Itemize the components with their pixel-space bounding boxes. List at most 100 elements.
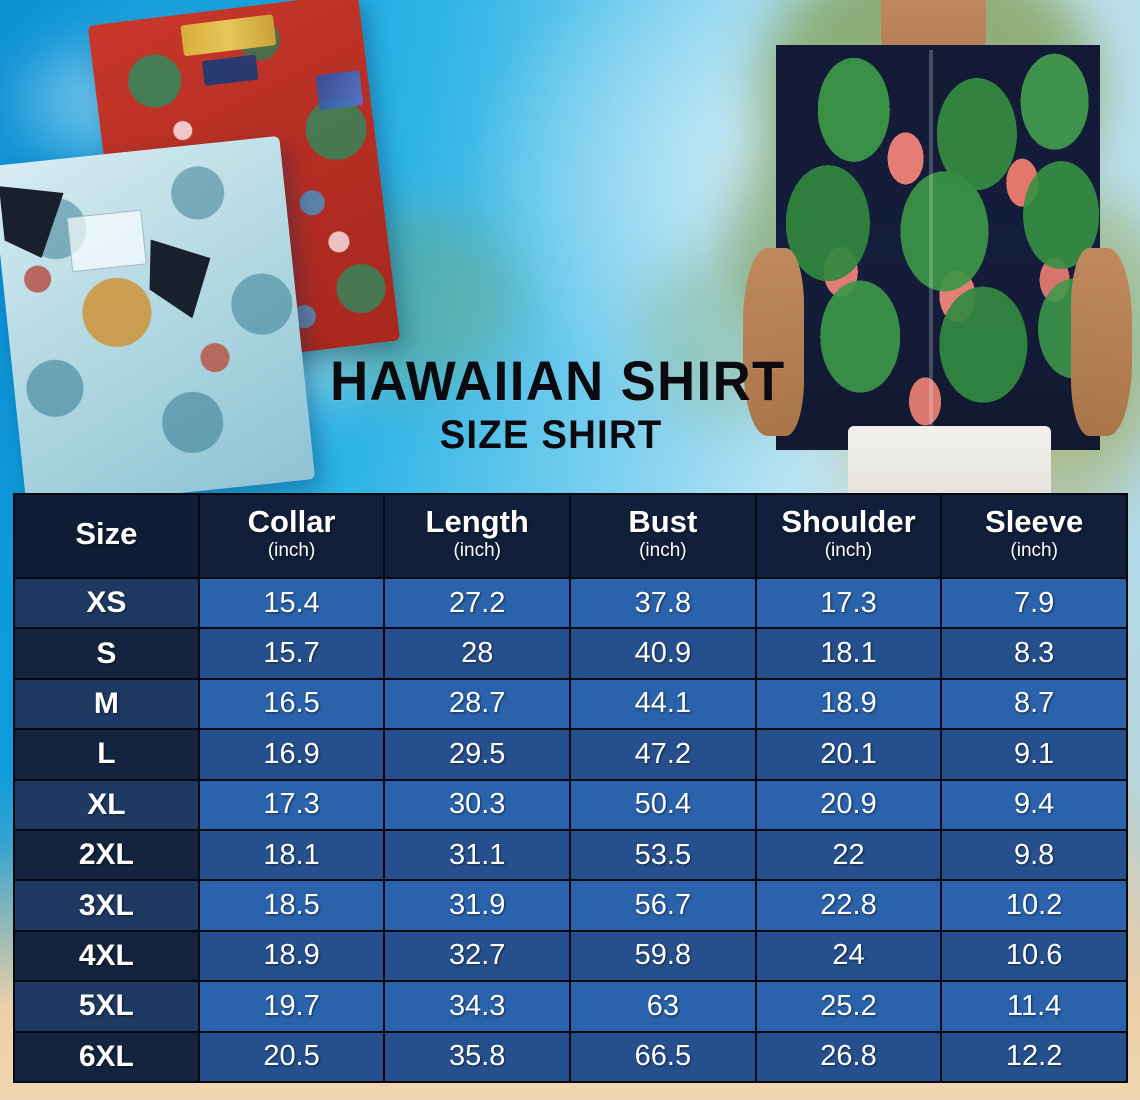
- cell-size: 5XL: [13, 980, 200, 1033]
- size-chart-table-wrapper: Size Collar (inch) Length (inch) Bust (i…: [13, 493, 1128, 1084]
- page-title: HAWAIIAN SHIRT: [330, 349, 786, 412]
- cell-bust: 40.9: [569, 627, 757, 680]
- cell-length: 30.3: [383, 778, 572, 831]
- cell-bust: 56.7: [569, 879, 757, 932]
- cell-size: 2XL: [13, 828, 200, 882]
- model-hawaiian-shirt: [775, 44, 1100, 451]
- blue-hawaiian-shirt-image: [0, 135, 316, 510]
- column-header-sleeve: Sleeve (inch): [940, 493, 1128, 579]
- cell-shoulder: 20.1: [754, 728, 943, 781]
- column-header-collar-unit: (inch): [267, 539, 316, 561]
- table-row: S 15.7 28 40.9 18.1 8.3: [13, 627, 1128, 680]
- model-left-arm: [743, 247, 804, 436]
- cell-bust: 63: [569, 980, 757, 1033]
- cell-length: 28.7: [383, 677, 572, 731]
- column-header-bust: Bust (inch): [569, 493, 757, 579]
- cell-size: L: [13, 728, 200, 781]
- cell-bust: 47.2: [569, 728, 757, 781]
- cell-size: 3XL: [13, 879, 200, 932]
- cell-collar: 16.5: [197, 677, 386, 731]
- cell-shoulder: 20.9: [754, 778, 943, 831]
- column-header-shoulder-label: Shoulder: [781, 504, 916, 540]
- cell-bust: 50.4: [569, 778, 757, 831]
- column-header-length: Length (inch): [383, 493, 572, 579]
- cell-length: 35.8: [383, 1030, 572, 1084]
- cell-length: 31.9: [383, 879, 572, 932]
- table-row: 6XL 20.5 35.8 66.5 26.8 12.2: [13, 1030, 1128, 1084]
- cell-sleeve: 9.4: [940, 778, 1128, 831]
- cell-collar: 15.4: [197, 576, 386, 630]
- cell-sleeve: 9.8: [940, 828, 1128, 882]
- cell-collar: 15.7: [197, 627, 386, 680]
- cell-length: 34.3: [383, 980, 572, 1033]
- table-header-row: Size Collar (inch) Length (inch) Bust (i…: [13, 493, 1128, 579]
- column-header-shoulder: Shoulder (inch): [754, 493, 943, 579]
- cell-sleeve: 8.7: [940, 677, 1128, 731]
- table-row: 4XL 18.9 32.7 59.8 24 10.6: [13, 929, 1128, 983]
- cell-length: 32.7: [383, 929, 572, 983]
- column-header-bust-unit: (inch): [639, 539, 687, 561]
- cell-collar: 18.9: [197, 929, 386, 983]
- shirt-sleeve-logo: [315, 70, 364, 111]
- cell-length: 28: [383, 627, 572, 680]
- table-row: 5XL 19.7 34.3 63 25.2 11.4: [13, 980, 1128, 1033]
- shirt-collar-band: [180, 13, 277, 57]
- cell-sleeve: 11.4: [940, 980, 1128, 1033]
- cell-sleeve: 9.1: [940, 728, 1128, 781]
- cell-collar: 18.1: [197, 828, 386, 882]
- cell-collar: 19.7: [197, 980, 386, 1033]
- cell-length: 27.2: [383, 576, 572, 630]
- table-row: L 16.9 29.5 47.2 20.1 9.1: [13, 728, 1128, 781]
- cell-sleeve: 12.2: [940, 1030, 1128, 1084]
- column-header-sleeve-unit: (inch): [1010, 539, 1058, 561]
- cell-sleeve: 8.3: [940, 627, 1128, 680]
- cell-collar: 16.9: [197, 728, 386, 781]
- cell-bust: 66.5: [569, 1030, 757, 1084]
- model-photo: [735, 0, 1140, 495]
- table-row: 3XL 18.5 31.9 56.7 22.8 10.2: [13, 879, 1128, 932]
- column-header-size-label: Size: [75, 515, 138, 551]
- cell-shoulder: 18.1: [754, 627, 943, 680]
- title-block: HAWAIIAN SHIRT SIZE SHIRT: [316, 352, 786, 458]
- table-header: Size Collar (inch) Length (inch) Bust (i…: [13, 493, 1128, 579]
- size-chart-table: Size Collar (inch) Length (inch) Bust (i…: [13, 493, 1128, 1084]
- cell-shoulder: 22: [754, 828, 943, 882]
- cell-bust: 53.5: [569, 828, 757, 882]
- cell-sleeve: 7.9: [940, 576, 1128, 630]
- model-right-arm: [1071, 247, 1132, 436]
- table-row: XL 17.3 30.3 50.4 20.9 9.4: [13, 778, 1128, 831]
- cell-bust: 37.8: [569, 576, 757, 630]
- cell-size: 6XL: [13, 1030, 200, 1084]
- cell-size: M: [13, 677, 200, 731]
- cell-collar: 17.3: [197, 778, 386, 831]
- column-header-size: Size: [13, 493, 200, 579]
- cell-bust: 44.1: [569, 677, 757, 731]
- cell-sleeve: 10.2: [940, 879, 1128, 932]
- cell-bust: 59.8: [569, 929, 757, 983]
- column-header-shoulder-unit: (inch): [824, 539, 873, 561]
- column-header-length-unit: (inch): [453, 539, 501, 561]
- cell-size: XL: [13, 778, 200, 831]
- cell-collar: 20.5: [197, 1030, 386, 1084]
- shirt-button-placket: [929, 49, 934, 446]
- table-row: 2XL 18.1 31.1 53.5 22 9.8: [13, 828, 1128, 882]
- cell-shoulder: 25.2: [754, 980, 943, 1033]
- shirt-collar-right: [144, 233, 216, 322]
- cell-shoulder: 24: [754, 929, 943, 983]
- shirt-pocket: [66, 209, 147, 273]
- column-header-bust-label: Bust: [628, 504, 698, 540]
- cell-shoulder: 22.8: [754, 879, 943, 932]
- table-row: XS 15.4 27.2 37.8 17.3 7.9: [13, 576, 1128, 630]
- column-header-length-label: Length: [425, 504, 529, 540]
- cell-size: S: [13, 627, 200, 680]
- column-header-collar: Collar (inch): [197, 493, 386, 579]
- cell-collar: 18.5: [197, 879, 386, 932]
- cell-sleeve: 10.6: [940, 929, 1128, 983]
- table-body: XS 15.4 27.2 37.8 17.3 7.9 S 15.7 28 40.…: [13, 576, 1128, 1084]
- column-header-sleeve-label: Sleeve: [985, 504, 1084, 540]
- cell-length: 31.1: [383, 828, 572, 882]
- cell-size: XS: [13, 576, 200, 630]
- cell-length: 29.5: [383, 728, 572, 781]
- column-header-collar-label: Collar: [247, 504, 336, 540]
